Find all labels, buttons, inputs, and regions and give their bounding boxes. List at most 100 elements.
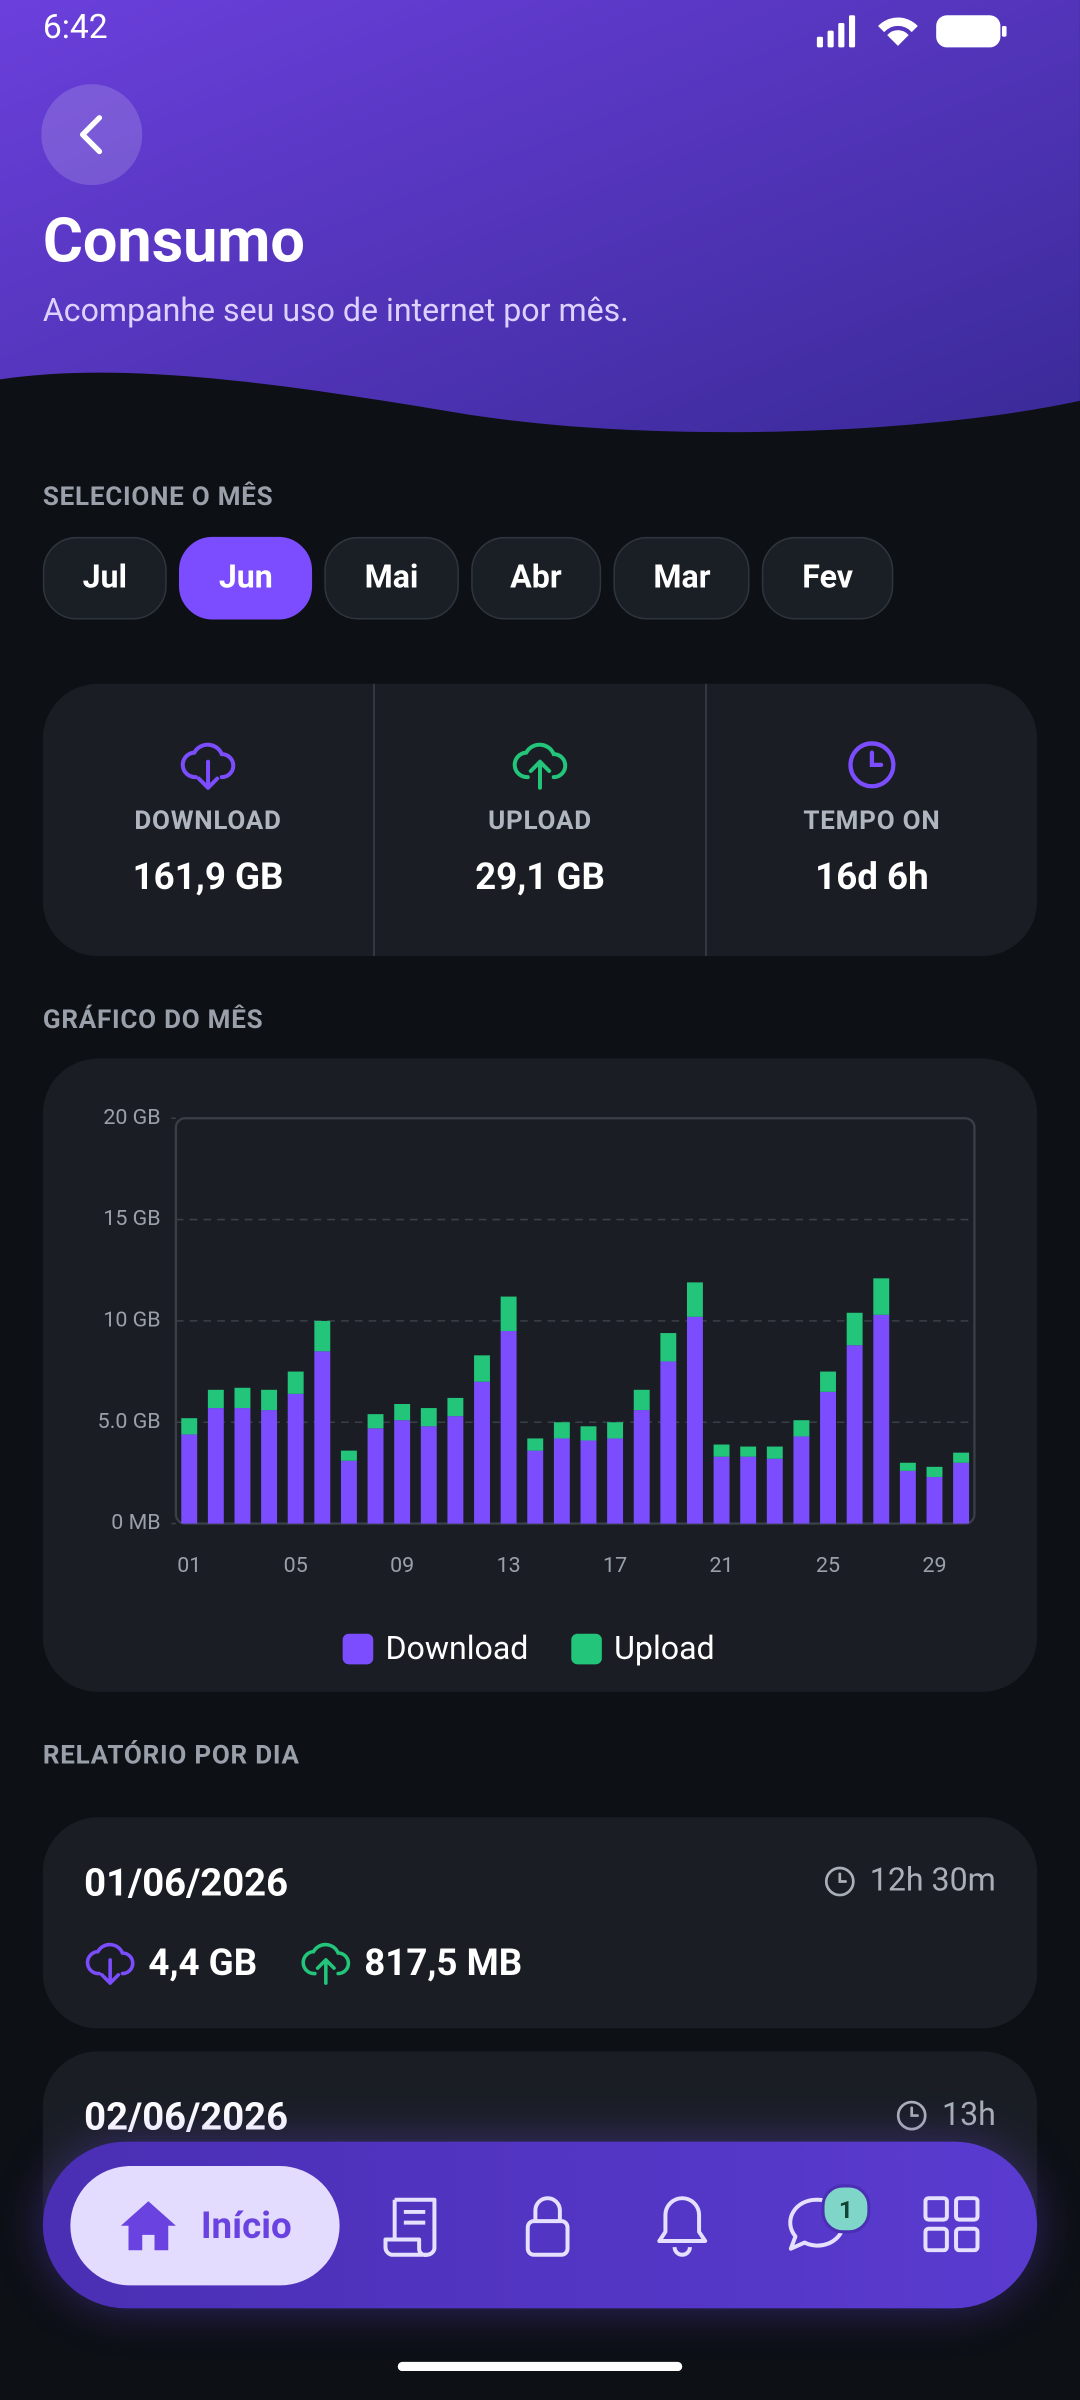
bar-segment [926,1466,943,1477]
download-icon [180,742,236,790]
bar-segment [953,1462,970,1524]
x-tick-label: 29 [922,1553,946,1578]
page-subtitle: Acompanhe seu uso de internet por mês. [42,293,629,331]
bar-segment [207,1408,224,1524]
bar-segment [394,1420,411,1524]
bar-segment [873,1278,890,1315]
bar-segment [846,1312,863,1346]
bar-segment [447,1416,464,1524]
bar-segment [899,1462,916,1471]
month-pill[interactable]: Jul [42,536,167,620]
day-download: 4,4 GB [148,1941,258,1985]
bar-segment [314,1351,331,1524]
bar-segment [207,1389,224,1409]
page-title: Consumo [42,204,305,277]
nav-notifications[interactable] [652,2191,713,2261]
bar-segment [500,1331,517,1524]
day-date: 01/06/2026 [84,1861,289,1907]
legend-label: Download [385,1629,528,1667]
bar-segment [527,1450,544,1524]
bar-segment [793,1436,810,1524]
bar-segment [633,1410,650,1524]
bar-segment [713,1456,730,1524]
bar-segment [607,1422,624,1439]
x-tick-label: 21 [710,1553,734,1578]
summary-label: DOWNLOAD [134,806,282,837]
status-time: 6:42 [42,9,108,48]
chart: 0 MB 5.0 GB 10 GB 15 GB 20 GB 01 05 09 13 17 21 25 2… [98,1105,976,1667]
summary-value: 161,9 GB [132,855,284,898]
clock-icon [824,1866,855,1897]
bar-segment [261,1389,278,1411]
bar-segment [713,1444,730,1457]
y-tick-label: 10 GB [103,1308,160,1333]
bar-segment [820,1391,836,1524]
x-tick-label: 25 [816,1553,840,1578]
bar-segment [394,1403,411,1421]
legend-swatch [342,1633,374,1665]
nav-home[interactable]: Início [70,2166,340,2286]
bar-segment [527,1438,544,1451]
summary-label: TEMPO ON [803,806,941,837]
x-tick-label: 09 [390,1553,414,1578]
month-pill[interactable]: Mar [613,536,751,620]
month-pill[interactable]: Fev [762,536,893,620]
legend-swatch [571,1633,602,1665]
x-tick-label: 17 [603,1553,627,1578]
bar-segment [234,1408,251,1524]
header-background [0,0,1080,433]
bar-segment [660,1333,677,1362]
bar-segment [766,1446,783,1459]
bar-segment [367,1428,384,1524]
nav-bills[interactable] [379,2194,446,2261]
summary-label: UPLOAD [488,806,592,837]
bar-segment [181,1418,198,1435]
section-label: SELECIONE O MÊS [42,481,274,513]
day-date: 02/06/2026 [84,2095,289,2141]
bar-segment [553,1422,570,1439]
bar-segment [926,1476,943,1524]
bar-segment [846,1345,863,1524]
bar-segment [873,1314,890,1524]
bar-segment [234,1387,251,1409]
bar-segment [420,1408,437,1427]
day-time: 12h 30m [821,1863,996,1900]
bar-segment [899,1470,916,1524]
summary-value: 29,1 GB [475,855,605,898]
y-tick-label: 20 GB [103,1105,160,1130]
month-pill[interactable]: Mai [324,536,459,620]
chart-card: 0 MB 5.0 GB 10 GB 15 GB 20 GB 01 05 09 13 17 21 25 2… [42,1058,1038,1692]
month-pill[interactable]: Abr [470,536,602,620]
section-label: GRÁFICO DO MÊS [42,1005,264,1036]
bar-segment [367,1414,384,1429]
day-time: 13h [893,2097,996,2134]
day-duration: 13h [942,2097,996,2134]
day-card: 01/06/2026 12h 30m 4,4 GB 817,5 MB [42,1817,1038,2029]
summary-item: TEMPO ON 16d 6h [705,683,1037,957]
nav-more[interactable] [921,2194,982,2255]
back-button[interactable] [41,84,143,186]
clock-icon [896,2100,927,2131]
bar-segment [181,1434,198,1524]
home-indicator [397,2361,683,2372]
upload-icon [512,742,568,790]
month-pill[interactable]: Jun [179,536,313,620]
bar-segment [793,1420,810,1437]
bar-segment [766,1458,783,1524]
status-icons [816,15,1007,48]
chat-badge: 1 [821,2184,871,2234]
nav-security[interactable] [517,2191,578,2261]
bar-segment [447,1397,464,1417]
bar-segment [340,1450,357,1461]
bottom-nav: Início 1 [42,2141,1038,2309]
y-tick-label: 0 MB [111,1510,160,1535]
y-tick-label: 5.0 GB [98,1409,161,1434]
bar-segment [580,1440,597,1524]
bar-segment [607,1438,624,1524]
x-tick-label: 13 [497,1553,521,1578]
summary-value: 16d 6h [815,855,929,898]
bar-segment [340,1460,357,1524]
clock-icon [848,741,896,789]
bar-segment [314,1320,331,1352]
